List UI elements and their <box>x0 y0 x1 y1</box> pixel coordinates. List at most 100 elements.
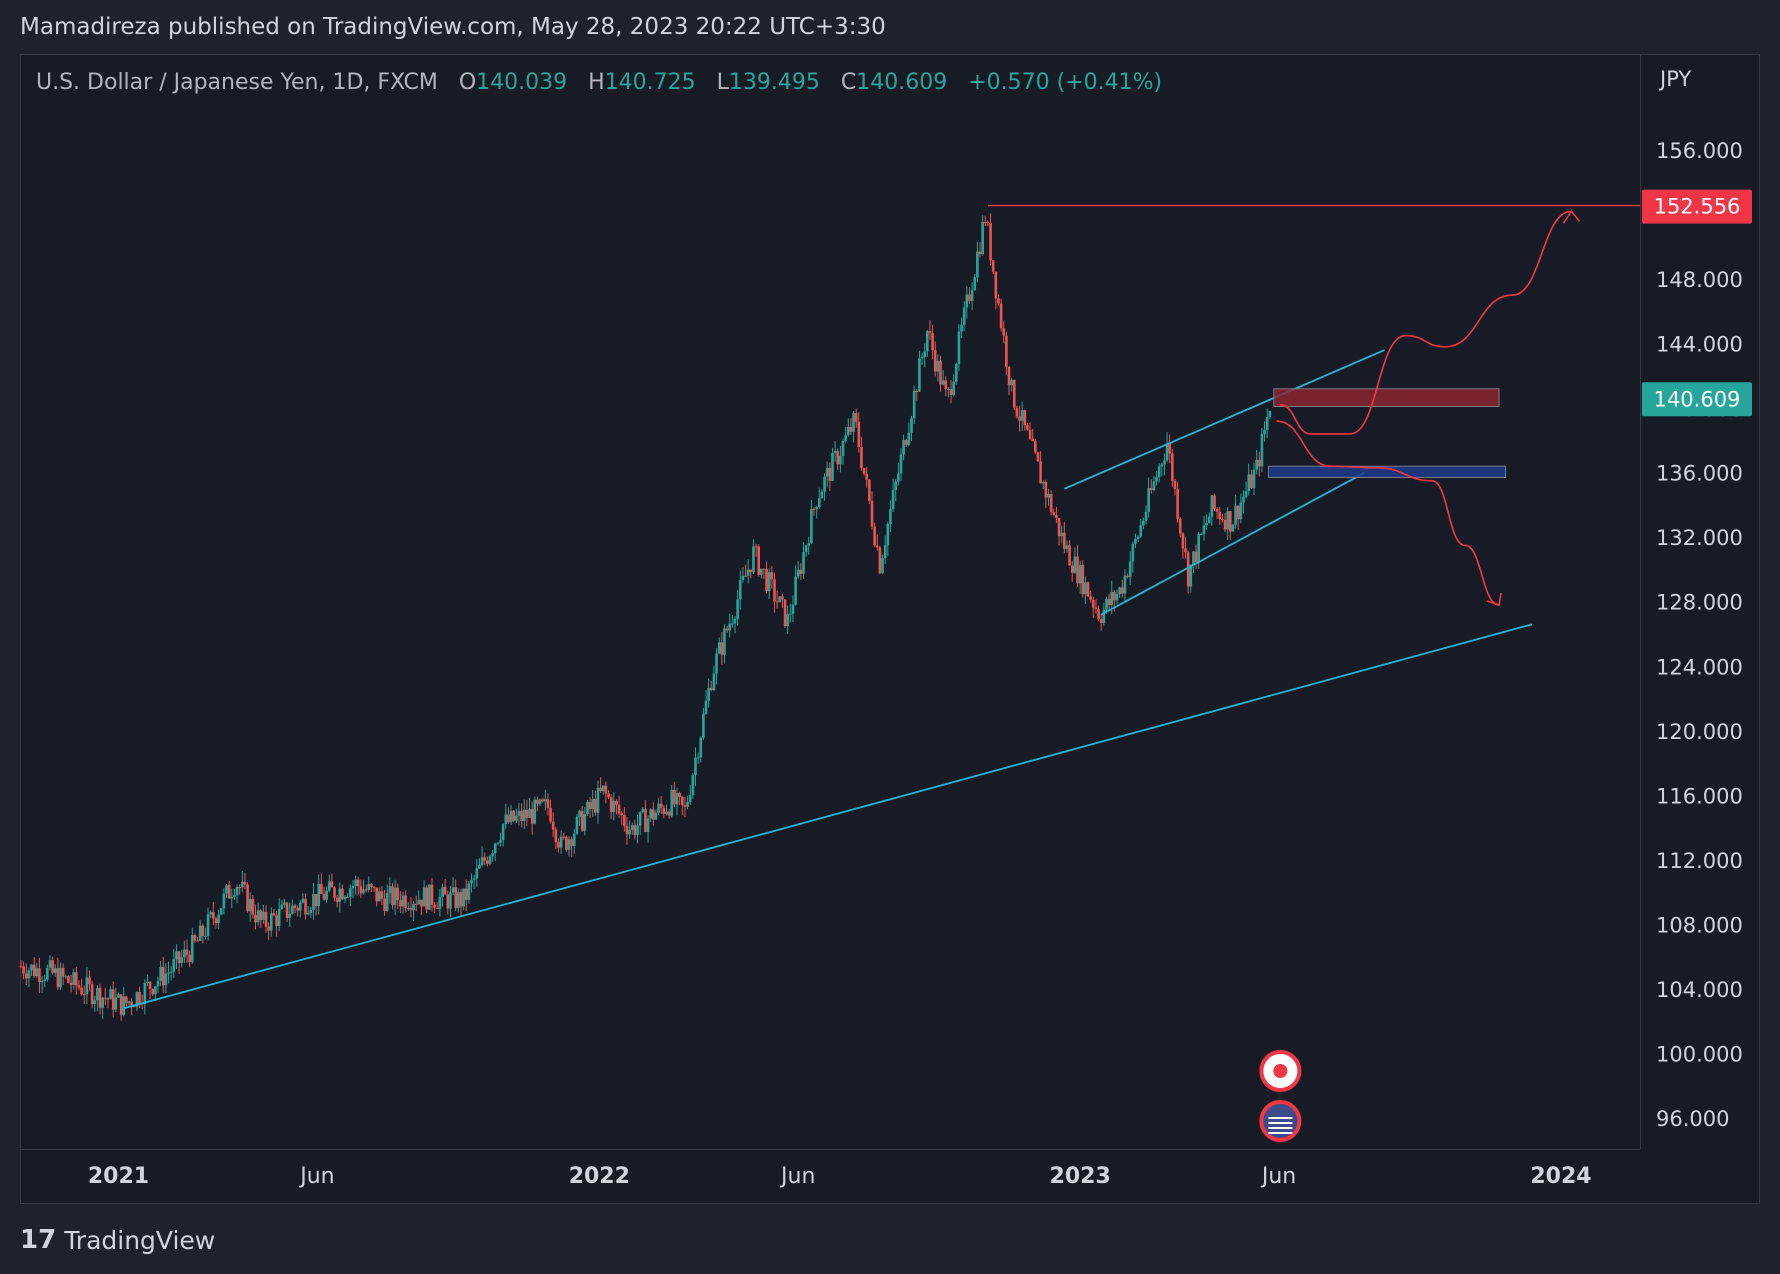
tv-logo-icon: 17 <box>20 1225 57 1255</box>
high-label: H <box>588 70 605 95</box>
candle-body <box>873 526 876 546</box>
candle-body <box>362 889 365 894</box>
candle-body <box>401 895 405 907</box>
candle-body <box>235 887 239 896</box>
candle-body <box>1239 502 1243 520</box>
candle-body <box>654 812 658 820</box>
candle-body <box>1171 453 1174 481</box>
tradingview-logo[interactable]: 17 TradingView <box>20 1225 215 1255</box>
x-tick-label: Jun <box>779 1164 815 1189</box>
candle-body <box>1244 490 1248 497</box>
candle-body <box>586 801 589 815</box>
candle-body <box>399 900 402 907</box>
candle-body <box>986 222 990 224</box>
japan-flag-dot <box>1273 1064 1288 1078</box>
candle-body <box>1041 481 1045 484</box>
candle-body <box>1039 461 1042 484</box>
candle-body <box>1118 587 1121 594</box>
candle-body <box>1031 438 1035 442</box>
candle-body <box>849 427 853 432</box>
candle-body <box>301 898 305 903</box>
candle-body <box>80 987 83 995</box>
candle-body <box>114 997 118 1010</box>
candle-body <box>667 811 671 816</box>
us-flag-stripe <box>1268 1132 1293 1134</box>
candle-body <box>889 509 892 524</box>
candle-body <box>562 836 566 838</box>
candle-body <box>678 793 681 797</box>
arrow-head <box>1562 209 1581 224</box>
candle-body <box>810 508 813 544</box>
candle-body <box>264 911 268 927</box>
candle-body <box>404 895 407 909</box>
y-tick-label: 148.000 <box>1656 268 1743 292</box>
candle-body <box>380 891 384 899</box>
candle-body <box>828 467 832 481</box>
candle-body <box>794 576 797 605</box>
candle-body <box>172 959 176 972</box>
candle-body <box>1005 335 1008 367</box>
candle-body <box>968 294 971 301</box>
candle-body <box>652 809 655 820</box>
candle-body <box>277 908 281 927</box>
candle-body <box>146 981 149 984</box>
candle-body <box>728 623 732 631</box>
candle-body <box>393 887 397 906</box>
y-tick-label: 136.000 <box>1656 462 1743 486</box>
drawings-group <box>123 204 1640 1142</box>
candle-body <box>69 982 73 985</box>
candle-body <box>825 467 829 477</box>
candle-body <box>493 843 497 854</box>
candle-body <box>799 569 803 574</box>
candle-body <box>854 413 858 422</box>
bullish-projection <box>1280 210 1572 435</box>
candle-body <box>870 500 874 527</box>
candle-body <box>578 810 581 817</box>
price-axis[interactable] <box>1640 54 1761 1149</box>
candle-body <box>1086 582 1090 597</box>
candle-body <box>148 981 152 989</box>
candle-body <box>554 829 558 842</box>
candle-body <box>296 908 299 911</box>
x-tick-label: 2021 <box>88 1164 149 1189</box>
candle-body <box>1089 596 1092 600</box>
candle-body <box>912 391 916 419</box>
y-tick-label: 156.000 <box>1656 139 1743 163</box>
candle-body <box>254 914 257 923</box>
candle-body <box>175 951 178 960</box>
candle-body <box>673 789 676 805</box>
candle-body <box>702 713 705 738</box>
low-value: 139.495 <box>728 70 820 95</box>
candle-body <box>30 964 33 971</box>
time-axis[interactable] <box>20 1149 1640 1205</box>
candle-body <box>438 896 442 909</box>
symbol-label[interactable]: U.S. Dollar / Japanese Yen, 1D, FXCM <box>36 70 438 95</box>
x-tick-label: 2024 <box>1530 1164 1591 1189</box>
candle-body <box>941 380 945 385</box>
candle-body <box>915 391 919 393</box>
candle-body <box>454 887 458 908</box>
candle-body <box>820 491 824 499</box>
candle-body <box>807 543 811 546</box>
candle-body <box>53 968 57 973</box>
candle-body <box>994 271 998 299</box>
candle-body <box>630 825 634 830</box>
candle-body <box>846 427 850 436</box>
candle-body <box>1134 538 1137 544</box>
candle-body <box>744 575 747 577</box>
publish-header: Mamadireza published on TradingView.com,… <box>20 14 886 40</box>
candle-body <box>725 628 729 631</box>
candle-body <box>151 988 155 995</box>
candle-body <box>1057 517 1061 537</box>
candle-body <box>696 757 700 759</box>
candle-body <box>920 357 924 359</box>
candle-body <box>251 899 255 915</box>
candle-body <box>1063 532 1066 549</box>
candle-body <box>243 881 247 885</box>
candle-body <box>222 893 226 909</box>
candle-body <box>549 807 552 822</box>
candle-body <box>1252 469 1256 489</box>
close-value: 140.609 <box>856 70 948 95</box>
candle-body <box>791 604 795 614</box>
